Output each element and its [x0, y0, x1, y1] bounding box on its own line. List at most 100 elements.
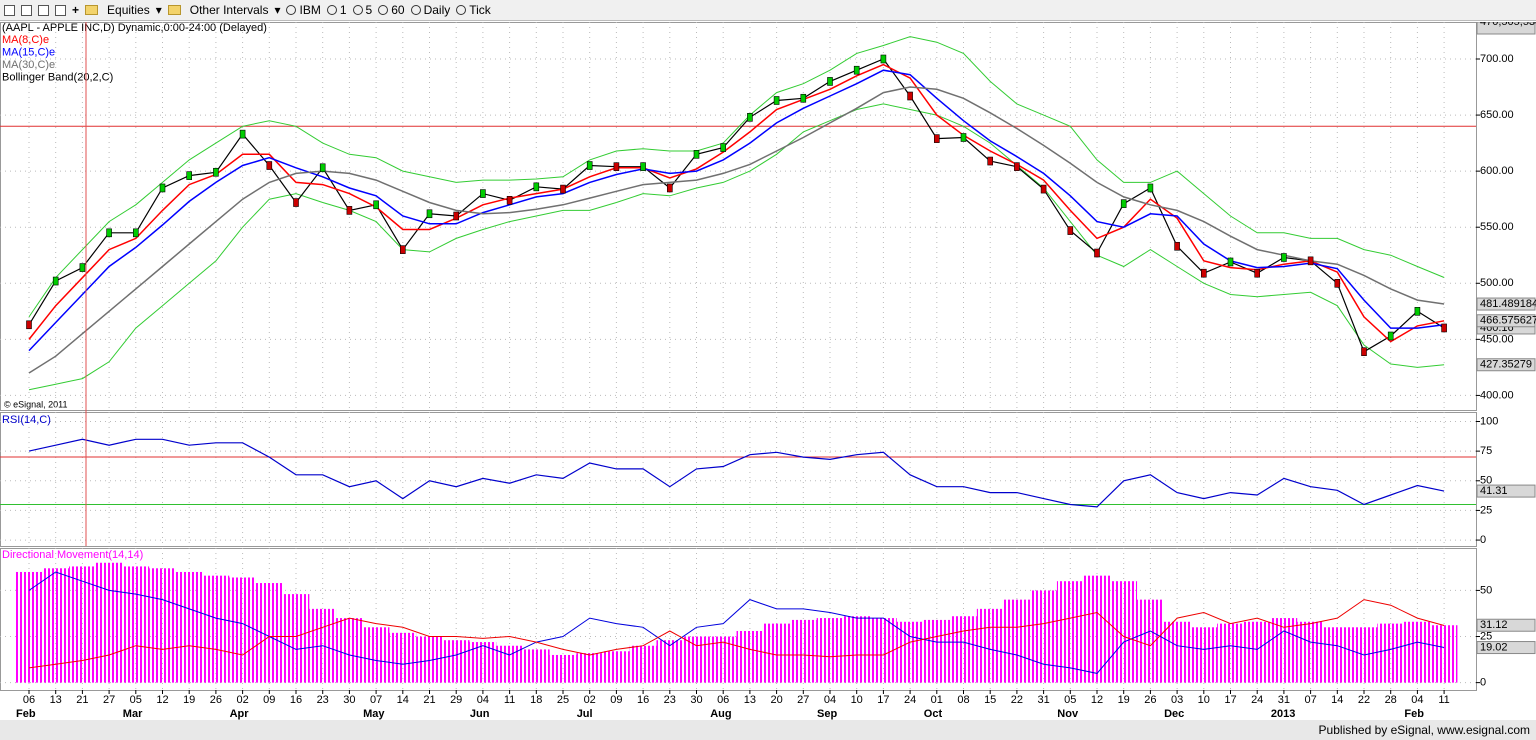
- y-tick-label: 550.00: [1480, 221, 1514, 233]
- price-mark: [747, 113, 753, 122]
- month-label: Jun: [470, 708, 490, 720]
- x-tick-label: 10: [1198, 694, 1210, 706]
- bar: [1297, 621, 1324, 683]
- price-mark: [666, 183, 673, 193]
- x-tick-label: 21: [423, 694, 435, 706]
- x-tick-label: 29: [450, 694, 462, 706]
- month-label: Mar: [123, 708, 143, 720]
- x-tick-label: 16: [290, 694, 302, 706]
- bar: [1003, 599, 1031, 683]
- bar: [816, 618, 844, 683]
- price-mark: [1067, 226, 1074, 235]
- button[interactable]: 60: [378, 3, 405, 17]
- value-box: [1476, 297, 1536, 311]
- x-tick-label: 12: [156, 694, 168, 706]
- icon[interactable]: [38, 4, 49, 16]
- price-mark: [293, 198, 299, 207]
- label: 60: [391, 3, 405, 17]
- x-tick-label: 04: [824, 694, 836, 706]
- menu[interactable]: Equities: [107, 3, 150, 17]
- price-mark: [1120, 199, 1127, 208]
- x-tick-label: 23: [317, 694, 329, 706]
- bar: [1030, 590, 1057, 683]
- x-tick-label: 10: [851, 694, 863, 706]
- x-tick-label: 11: [504, 694, 515, 706]
- x-tick-label: 04: [477, 694, 489, 706]
- bar: [442, 640, 470, 683]
- bar: [736, 630, 764, 683]
- x-tick-label: 02: [584, 694, 596, 706]
- y-tick-label: 50: [1480, 584, 1492, 596]
- bar: [1430, 625, 1458, 683]
- x-tick-label: 28: [1385, 694, 1397, 706]
- month-label: Jul: [577, 708, 593, 720]
- legend-entry: MA(8,C)e: [2, 34, 49, 46]
- bar: [15, 571, 43, 683]
- legend-entry: MA(15,C)e: [2, 46, 55, 58]
- legend-entry: MA(30,C)e: [2, 59, 55, 71]
- bar: [42, 568, 70, 683]
- panel-title: (AAPL - APPLE INC,D) Dynamic,0:00-24:00 …: [2, 22, 267, 34]
- bar: [69, 566, 96, 683]
- price-mark: [1387, 331, 1394, 341]
- month-label: Apr: [230, 708, 250, 720]
- price-mark: [1227, 257, 1234, 267]
- bar: [1137, 599, 1164, 683]
- bar: [336, 618, 363, 683]
- price-mark: [1014, 162, 1020, 171]
- series-line: [28, 103, 1445, 391]
- price-mark: [186, 171, 192, 180]
- button[interactable]: 5: [352, 3, 373, 17]
- bar: [576, 653, 604, 683]
- button[interactable]: Tick: [456, 3, 491, 17]
- panel-border: [0, 22, 1477, 411]
- icon[interactable]: [4, 4, 15, 16]
- price-mark: [693, 150, 700, 159]
- x-tick-label: 26: [210, 694, 222, 706]
- price-mark: [1147, 183, 1154, 193]
- value-box: [1476, 358, 1536, 372]
- folder-icon: [85, 5, 99, 15]
- price-mark: [106, 228, 112, 238]
- bar: [522, 649, 550, 683]
- price-mark: [987, 156, 994, 166]
- x-tick-label: 06: [717, 694, 729, 706]
- price-mark: [1281, 253, 1287, 262]
- price-mark: [880, 54, 887, 64]
- button[interactable]: IBM: [286, 3, 321, 17]
- bar: [1056, 581, 1084, 683]
- bar: [656, 640, 684, 683]
- y-tick-label: 600.00: [1480, 165, 1514, 177]
- bar: [95, 562, 123, 683]
- x-tick-label: 06: [23, 694, 35, 706]
- button[interactable]: 1: [326, 3, 347, 17]
- add-icon[interactable]: +: [72, 3, 80, 17]
- menu[interactable]: Other Intervals: [189, 3, 269, 17]
- price-mark: [373, 200, 379, 210]
- toolbar: + Equities ▾ Other Intervals ▾ IBM 1 5 60 …: [0, 0, 1536, 21]
- x-tick-label: 04: [1411, 694, 1423, 706]
- price-mark: [907, 91, 913, 101]
- icon[interactable]: [21, 4, 32, 16]
- price-mark: [1334, 278, 1341, 288]
- icon[interactable]: [55, 4, 66, 16]
- x-tick-label: 03: [1171, 694, 1183, 706]
- label: 5: [365, 3, 373, 17]
- bar: [1110, 581, 1138, 683]
- price-mark: [773, 96, 780, 105]
- folder-icon: [167, 5, 181, 15]
- value-label: 481.489184: [1480, 298, 1536, 310]
- price-mark: [319, 163, 326, 173]
- series-line: [28, 599, 1445, 669]
- price-mark: [453, 211, 460, 221]
- month-label: May: [363, 708, 385, 720]
- button[interactable]: Daily: [410, 3, 450, 17]
- bar: [976, 608, 1004, 683]
- y-tick-label: 25: [1480, 504, 1492, 516]
- bar: [1083, 575, 1111, 683]
- x-tick-label: 25: [557, 694, 569, 706]
- bar: [1163, 621, 1191, 683]
- x-tick-label: 17: [1224, 694, 1236, 706]
- price-mark: [79, 263, 86, 272]
- price-mark: [640, 162, 646, 171]
